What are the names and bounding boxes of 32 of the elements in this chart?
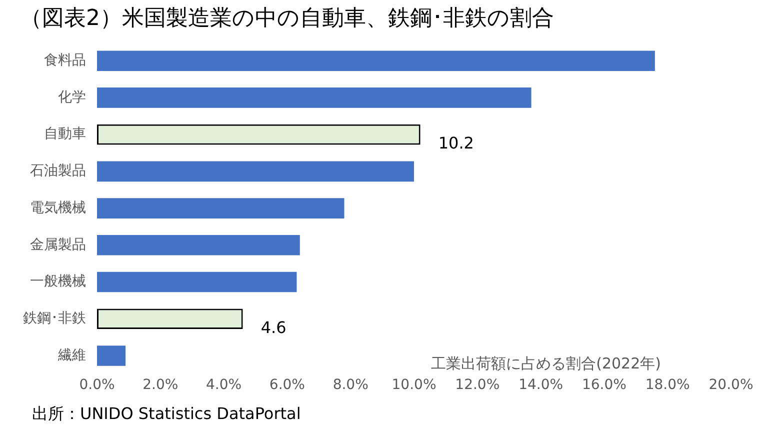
bar bbox=[97, 346, 126, 366]
y-tick-label: 食料品 bbox=[44, 52, 86, 68]
x-tick-label: 6.0% bbox=[269, 377, 305, 394]
bar bbox=[97, 272, 297, 292]
bar bbox=[97, 235, 300, 256]
bar bbox=[97, 161, 414, 182]
chart-title: （図表2）米国製造業の中の自動車、鉄鋼･非鉄の割合 bbox=[20, 6, 554, 31]
x-tick-label: 0.0% bbox=[79, 377, 115, 394]
x-tick-label: 12.0% bbox=[455, 377, 500, 394]
text: 出所：UNIDO Statistics DataPortal bbox=[32, 404, 301, 424]
y-tick-label: 電気機械 bbox=[30, 200, 86, 216]
y-tick-label: 繊維 bbox=[57, 347, 86, 364]
x-tick-label: 18.0% bbox=[645, 377, 690, 394]
x-tick-label: 14.0% bbox=[518, 377, 564, 394]
y-tick-label: 金属製品 bbox=[30, 236, 86, 253]
data-label: 4.6 bbox=[260, 318, 286, 338]
y-tick-label: 鉄鋼･非鉄 bbox=[23, 310, 86, 327]
bar bbox=[97, 50, 655, 71]
y-tick-label: 自動車 bbox=[44, 126, 86, 142]
x-tick-label: 4.0% bbox=[206, 377, 242, 394]
x-tick-label: 10.0% bbox=[392, 377, 436, 394]
y-tick-label: 化学 bbox=[58, 89, 86, 106]
annotation: 工業出荷額に占める割合(2022年) bbox=[431, 354, 661, 373]
x-tick-label: 2.0% bbox=[142, 377, 178, 394]
x-tick-label: 16.0% bbox=[582, 377, 626, 394]
x-tick-label: 8.0% bbox=[332, 377, 368, 394]
bar bbox=[97, 198, 344, 218]
x-tick-label: 20.0% bbox=[708, 377, 754, 394]
data-label: 10.2 bbox=[438, 134, 474, 153]
y-tick-label: 石油製品 bbox=[30, 163, 86, 180]
y-tick-label: 一般機械 bbox=[30, 274, 86, 290]
bar bbox=[97, 88, 532, 108]
